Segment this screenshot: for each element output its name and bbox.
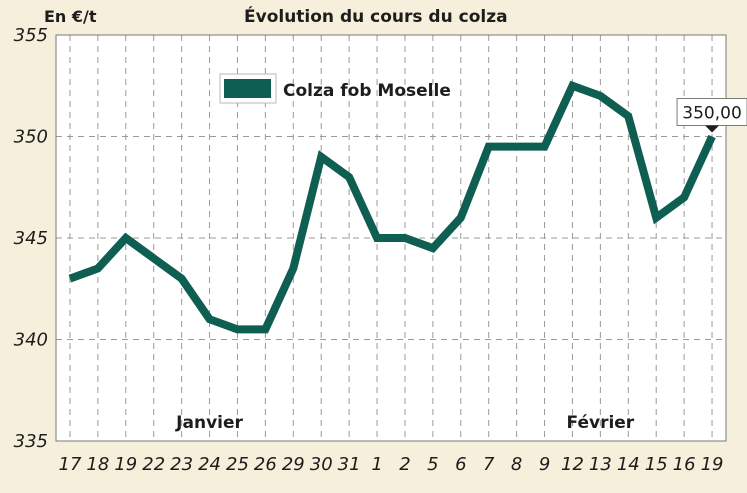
data-point <box>599 95 601 97</box>
y-axis: 335 340 345 350 355 <box>14 25 48 452</box>
chart-title: Évolution du cours du colza <box>244 5 508 27</box>
x-tick-label: 19 <box>114 454 137 475</box>
data-point <box>544 146 546 148</box>
data-point <box>236 328 238 330</box>
data-point <box>655 217 657 219</box>
legend-swatch <box>224 79 271 98</box>
plot-border <box>55 34 727 442</box>
x-tick-label: 15 <box>645 454 668 475</box>
x-tick-label: 8 <box>511 454 522 475</box>
x-tick-label: 29 <box>282 454 305 475</box>
y-tick-label: 345 <box>14 228 48 249</box>
x-tick-label: 22 <box>142 454 165 475</box>
x-tick-label: 2 <box>399 454 410 475</box>
x-tick-label: 14 <box>617 454 640 475</box>
x-tick-label: 25 <box>226 454 249 475</box>
data-point <box>376 237 378 239</box>
x-tick-label: 24 <box>198 454 221 475</box>
y-tick-label: 355 <box>14 25 48 46</box>
x-tick-label: 1 <box>371 454 382 475</box>
y-axis-unit-label: En €/t <box>44 7 97 26</box>
x-tick-label: 7 <box>483 454 495 475</box>
data-point <box>320 156 322 158</box>
data-point <box>97 267 99 269</box>
data-point <box>404 237 406 239</box>
x-axis: 17 18 19 22 23 24 25 26 29 30 31 1 2 5 6 7 8 9 12 13 14 15 16 1… <box>59 454 724 475</box>
y-tick-label: 350 <box>14 127 48 148</box>
data-point <box>69 278 71 280</box>
x-tick-label: 18 <box>86 454 109 475</box>
data-point <box>209 318 211 320</box>
value-callout: 350,00 <box>676 98 747 133</box>
x-tick-label: 31 <box>338 454 361 475</box>
legend-label: Colza fob Moselle <box>283 81 451 101</box>
month-label: Janvier <box>175 413 243 433</box>
x-tick-label: 5 <box>427 454 438 475</box>
x-tick-label: 12 <box>561 454 584 475</box>
data-point <box>432 247 434 249</box>
value-callout-pointer <box>705 125 720 133</box>
x-tick-label: 16 <box>673 454 696 475</box>
series-layer <box>68 80 716 334</box>
x-tick-label: 26 <box>254 454 277 475</box>
data-point <box>348 176 350 178</box>
x-tick-label: 17 <box>59 454 82 475</box>
value-callout-box <box>676 98 747 126</box>
data-point <box>153 257 155 259</box>
x-tick-label: 6 <box>455 454 466 475</box>
x-tick-label: 23 <box>170 454 193 475</box>
data-point <box>488 146 490 148</box>
x-tick-label: 13 <box>589 454 612 475</box>
y-tick-label: 340 <box>14 330 48 351</box>
data-point <box>460 217 462 219</box>
data-point <box>627 115 629 117</box>
legend: Colza fob Moselle <box>219 73 451 104</box>
value-callout-label: 350,00 <box>682 104 741 124</box>
data-point <box>516 146 518 148</box>
plot-frame <box>55 34 727 442</box>
y-tick-label: 335 <box>14 431 48 452</box>
x-tick-label: 9 <box>539 454 550 475</box>
series-line <box>68 80 716 334</box>
data-point <box>292 267 294 269</box>
data-point <box>264 328 266 330</box>
x-tick-label: 19 <box>701 454 724 475</box>
data-point <box>125 237 127 239</box>
data-point <box>571 85 573 87</box>
data-point <box>711 136 713 137</box>
x-tick-label: 30 <box>310 454 333 475</box>
month-labels: Janvier Février <box>175 413 635 433</box>
month-label: Février <box>567 413 635 433</box>
data-point <box>683 196 685 198</box>
data-point <box>181 278 183 280</box>
